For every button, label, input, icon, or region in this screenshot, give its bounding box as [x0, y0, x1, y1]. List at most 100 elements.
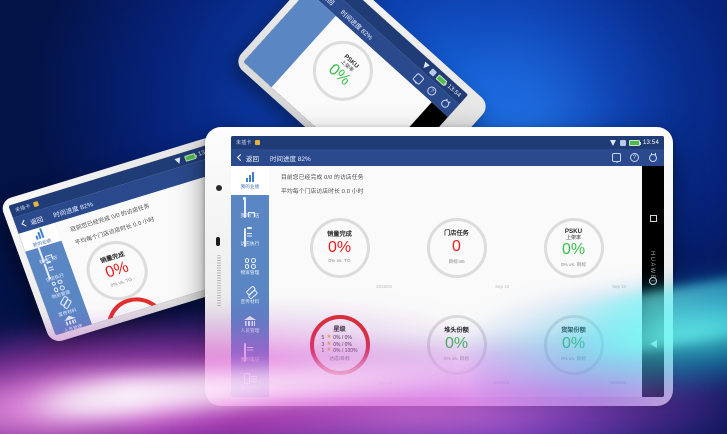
body-area: 我的业绩 我的门店 访店执行 物资管理	[231, 166, 664, 397]
headphone-jack	[216, 237, 220, 246]
help-glyph: ?	[632, 154, 637, 161]
back-label-left: 返回	[29, 215, 45, 227]
sync-icon-top	[428, 67, 438, 77]
gauge-foot-psku: 0% vs. 目标	[560, 262, 587, 268]
sidebar-item-label-7: 进入SFA	[240, 384, 260, 390]
gauge-card-psku[interactable]: PSKU 上架率 0% 0% vs. 目标 Sep 15	[515, 200, 632, 297]
star-value-1: 0% / 100%	[333, 348, 358, 355]
sidebar-item-stores[interactable]: 我的门店	[231, 195, 269, 224]
gauge-title-shelf-share: 货架份额	[561, 326, 586, 334]
message-icon-top[interactable]	[412, 72, 425, 86]
settings-gear-icon-top[interactable]	[439, 97, 452, 110]
gauge-date-star-rating: Sep 15	[378, 380, 392, 385]
sidebar: 我的业绩 我的门店 访店执行 物资管理	[231, 166, 269, 397]
gauge-ring-star-rating: 星级 5 ★ 0% / 0% 3	[309, 314, 370, 375]
sidebar-item-label-5: 人员管理	[240, 327, 260, 333]
gauge-value-psku: 0%	[561, 241, 586, 258]
app-screen-main: 未插卡 13:54 返回 时间进度	[231, 136, 664, 397]
star-level-1: 1	[321, 348, 325, 355]
star-row-list: 5 ★ 0% / 0% 3 ★ 0% / 0%	[322, 335, 358, 354]
recent-apps-icon[interactable]	[649, 215, 657, 223]
status-bar: 未插卡 13:54	[231, 136, 664, 149]
gauge-card-shelf-share[interactable]: 货架份额 0% 0% vs. 目标 2016/02	[515, 297, 632, 394]
gauge-title-left-4: 星级	[130, 321, 145, 324]
sidebar-item-sfa[interactable]: 进入SFA	[231, 368, 269, 397]
gauge-grid: 销量完成 0% 0% vs. TG 2016/02 门店任务 0	[281, 200, 632, 393]
tablet-screen: 未插卡 13:54 返回 时间进度	[231, 136, 664, 397]
sidebar-item-materials[interactable]: 宣传材料	[231, 282, 269, 311]
gauge-date-sales: 2016/02	[376, 283, 392, 289]
gauge-card-store-tasks[interactable]: 门店任务 0 目标:85 Sep 15	[398, 200, 515, 297]
gauge-card-star-rating[interactable]: 星级 5 ★ 0% / 0% 3	[281, 297, 398, 394]
star-icon-1: ★	[326, 347, 332, 354]
sidebar-item-assets[interactable]: 物资管理	[231, 253, 269, 282]
sidebar-item-label-4: 宣传材料	[240, 299, 260, 305]
page-title: 时间进度 82%	[270, 155, 311, 163]
battery-icon	[628, 139, 641, 146]
bank-people-icon	[244, 316, 256, 326]
carrier-box-icon	[254, 140, 260, 145]
gauge-foot-shelf-share: 0% vs. 目标	[560, 356, 587, 362]
paperclip-icon	[245, 287, 256, 298]
settings-gear-icon[interactable]	[648, 152, 657, 162]
gauge-title-display-share: 堆头份额	[444, 326, 469, 334]
carrier-box-icon-left	[32, 201, 39, 208]
gauge-value-store-tasks: 0	[452, 238, 461, 256]
gauge-foot-store-tasks: 目标:85	[448, 260, 465, 266]
sidebar-item-label-2: 访店执行	[240, 241, 260, 247]
brand-label: HUAWEI	[648, 250, 655, 283]
gauge-foot-sales: 0% vs. TG	[328, 259, 351, 265]
summary-line-0: 目前您已经完成 0/0 的访店任务	[281, 175, 364, 181]
help-icon-top[interactable]: ?	[425, 84, 439, 98]
gauge-value-shelf-share: 0%	[561, 334, 586, 352]
gauge-date-display-share: 2016/02	[493, 380, 509, 385]
gauge-card-sales[interactable]: 销量完成 0% 0% vs. TG 2016/02	[281, 200, 398, 297]
status-bar-right: 13:54	[609, 139, 659, 146]
back-button[interactable]: 返回	[236, 153, 259, 163]
card-list-icon	[244, 374, 257, 383]
sidebar-item-notes[interactable]: 我的笔记	[231, 339, 269, 368]
gauge-date-store-tasks: Sep 15	[495, 283, 509, 289]
help-icon[interactable]: ?	[630, 153, 639, 162]
star-value-3: 0% / 0%	[333, 341, 352, 348]
front-camera-icon	[216, 185, 222, 191]
gauge-title-store-tasks: 门店任务	[444, 230, 469, 238]
star-row-1: 1 ★ 0% / 100%	[322, 348, 358, 354]
sidebar-item-people[interactable]: 人员管理	[231, 310, 269, 339]
grid-apps-icon	[244, 257, 256, 269]
storefront-icon	[243, 199, 257, 219]
gauge-ring-psku: PSKU 上架率 0% 0% vs. 目标	[543, 218, 604, 279]
storefront-icon-left	[36, 244, 53, 263]
gauge-ring-display-share: 堆头份额 0% 0% vs. 目标	[426, 314, 487, 375]
wifi-icon-left	[174, 157, 183, 165]
gauge-title-psku: PSKU	[564, 227, 583, 235]
star-level-5: 5	[321, 335, 325, 342]
wifi-icon	[609, 139, 617, 146]
back-triangle-icon[interactable]	[649, 339, 657, 348]
message-icon[interactable]	[612, 153, 621, 163]
back-label: 返回	[246, 155, 259, 163]
sidebar-item-label-3: 物资管理	[240, 270, 260, 276]
speaker-grille	[216, 255, 221, 307]
chevron-left-icon-left	[21, 219, 29, 227]
sidebar-item-performance[interactable]: 我的业绩	[231, 166, 269, 195]
clipboard-icon	[243, 227, 257, 247]
nav-actions: ?	[612, 152, 657, 163]
star-value-5: 0% / 0%	[333, 335, 352, 342]
gauge-value-sales: 0%	[327, 239, 352, 257]
carrier-label: 未插卡	[236, 140, 252, 146]
gauge-card-display-share[interactable]: 堆头份额 0% 0% vs. 目标 2016/02	[398, 297, 515, 394]
gauge-value-display-share: 0%	[444, 334, 469, 352]
sidebar-item-label-0: 我的业绩	[240, 183, 260, 189]
nav-bar: 返回 时间进度 82% ?	[231, 149, 664, 166]
sync-icon	[619, 139, 626, 146]
gauge-subtitle-psku: 上架率	[565, 234, 581, 241]
sidebar-item-visits[interactable]: 访店执行	[231, 224, 269, 253]
gauge-foot-display-share: 0% vs. 目标	[443, 356, 470, 362]
dashboard-content: 目前您已经完成 0/0 的访店任务 平均每个门店访店时长 0.0 小时 销量完成…	[269, 166, 642, 397]
star-level-3: 3	[321, 341, 325, 348]
gauge-foot-star-rating: 达成/目标	[329, 357, 350, 363]
gauge-date-psku: Sep 15	[612, 283, 626, 289]
gauge-title-star-rating: 星级	[333, 326, 346, 334]
